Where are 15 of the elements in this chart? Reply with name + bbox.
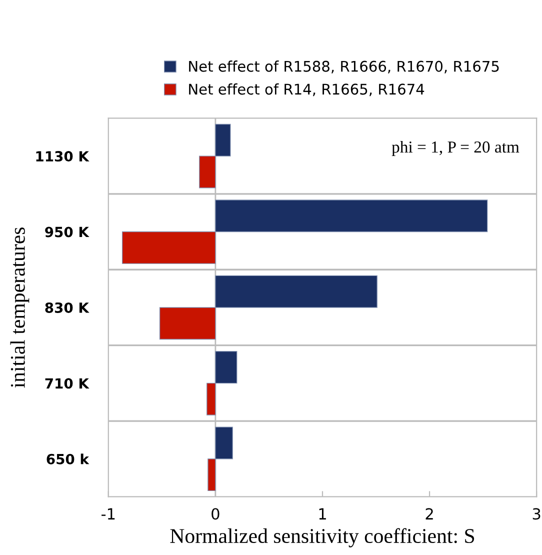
x-axis-title: Normalized sensitivity coefficient: S [170, 528, 474, 548]
x-tick-label: 3 [532, 508, 540, 520]
legend-label: Net effect of R1588, R1666, R1670, R1675 [189, 60, 499, 74]
x-tick-label: 0 [212, 508, 220, 520]
x-tick-label: 1 [319, 508, 326, 520]
annotation: phi = 1, P = 20 atm [392, 140, 520, 156]
y-tick-label: 950 K [45, 226, 90, 238]
legend-label: Net effect of R14, R1665, R1674 [189, 83, 424, 96]
y-tick-label: 830 K [45, 302, 90, 313]
x-tick-label: 2 [426, 508, 433, 520]
y-tick-label: 1130 K [36, 151, 90, 162]
y-tick-label: 710 K [45, 378, 90, 389]
y-axis-title: initial temperatures [10, 228, 30, 388]
y-tick-label: 650 k [46, 454, 90, 464]
x-tick-label: -1 [102, 508, 115, 520]
